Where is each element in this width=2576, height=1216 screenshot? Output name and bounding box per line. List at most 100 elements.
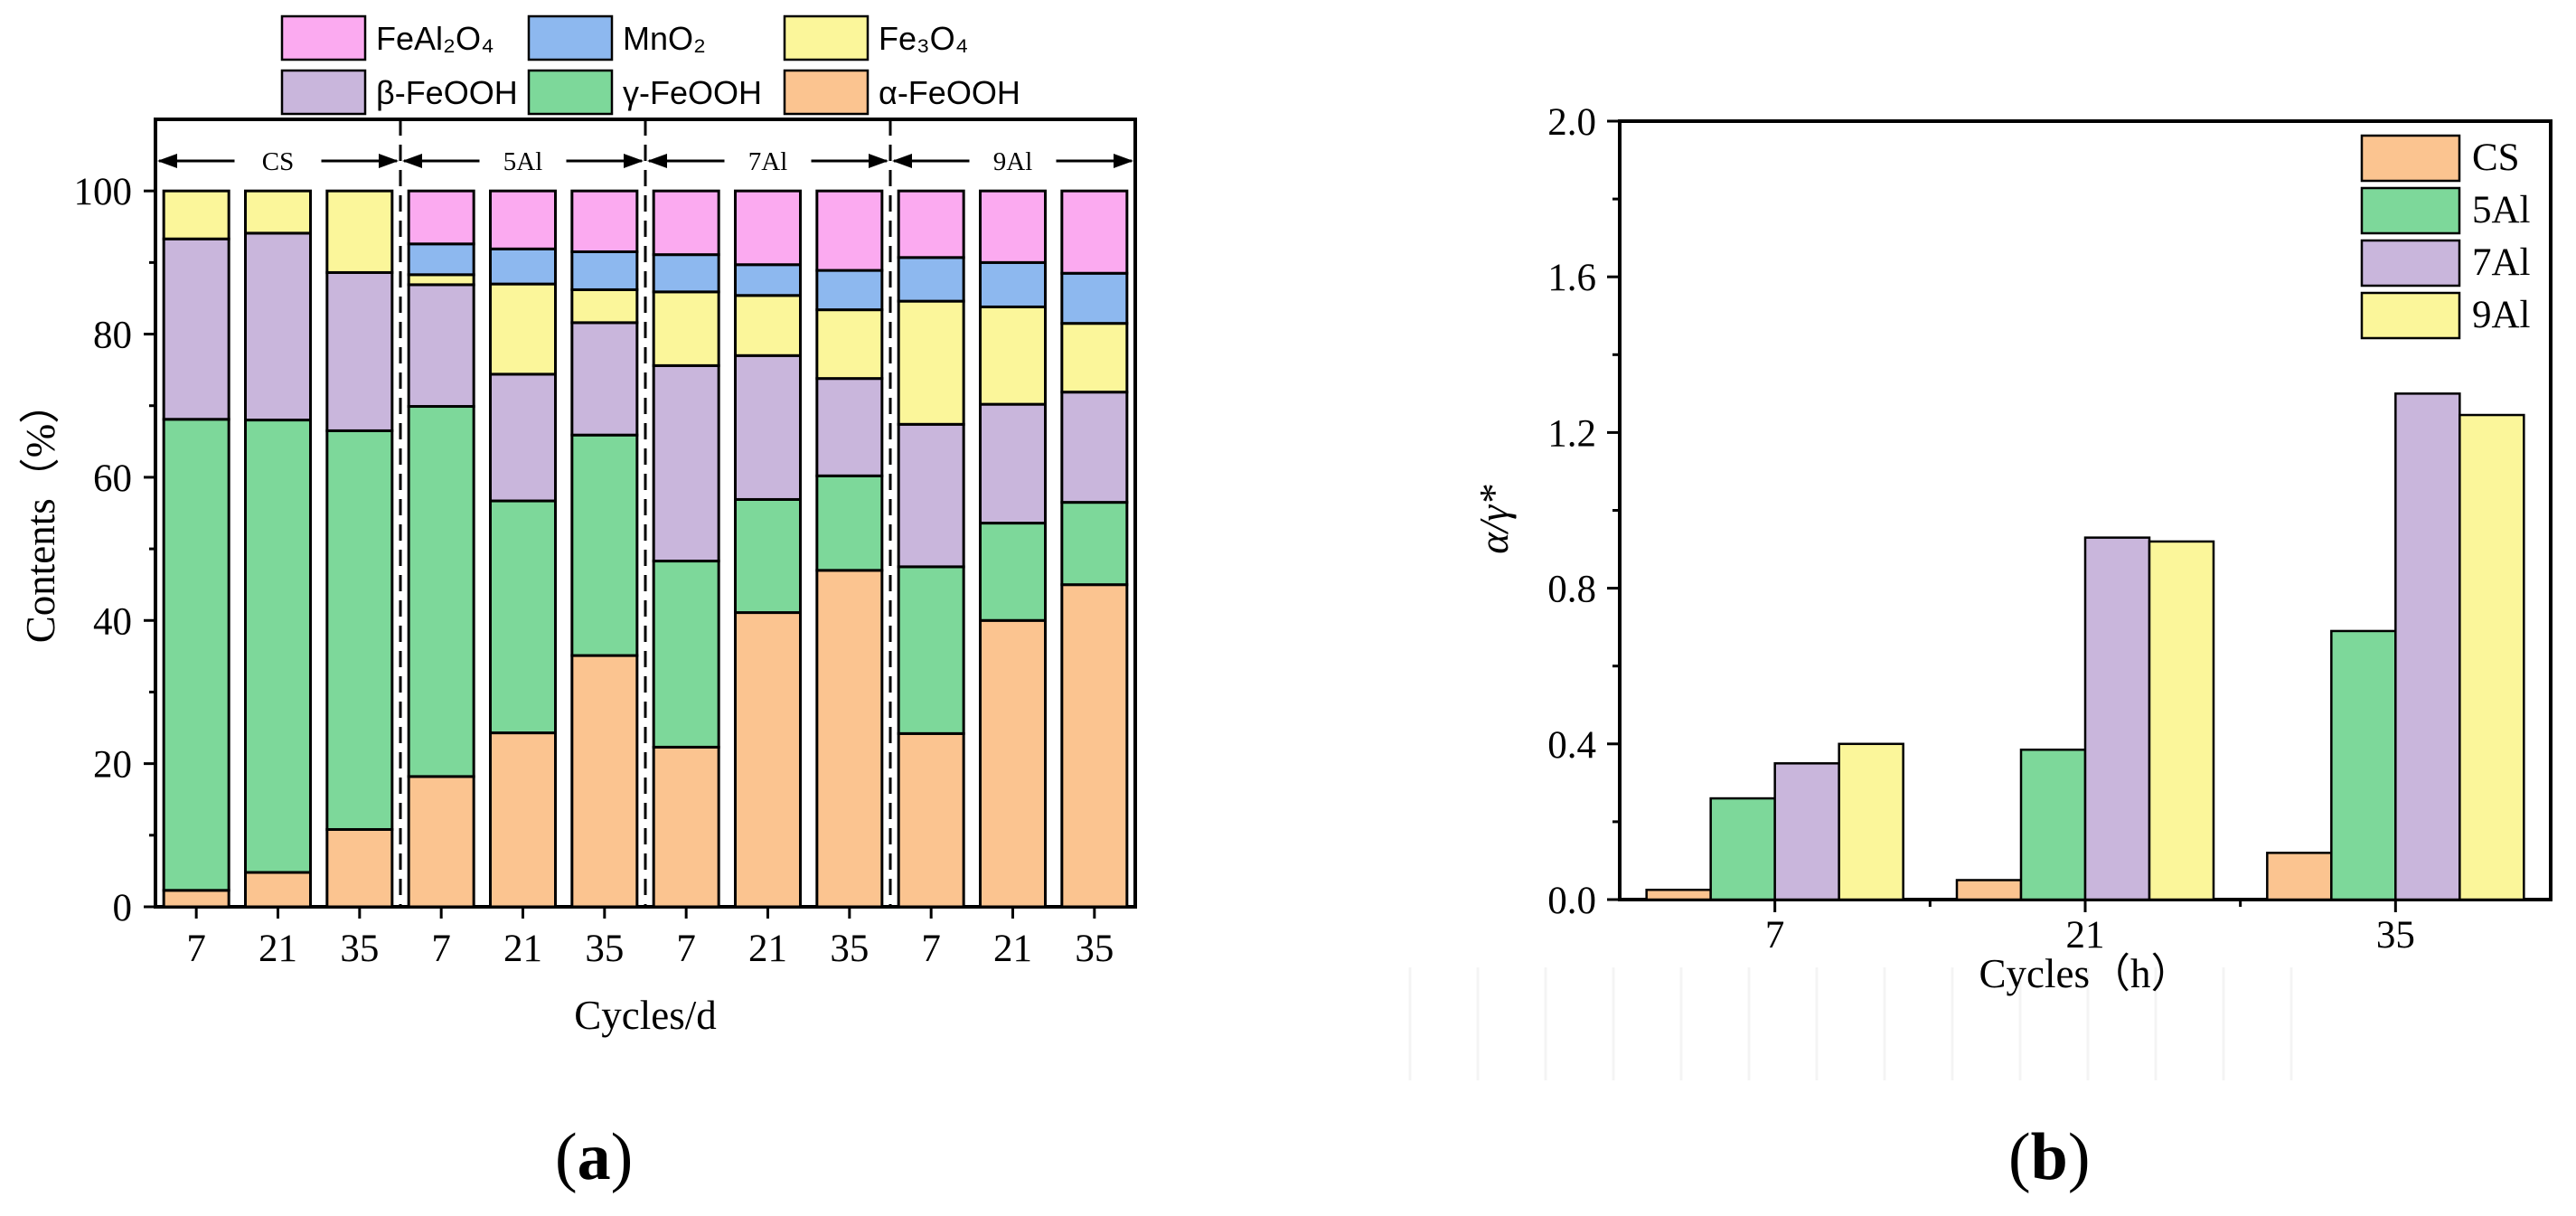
bar-segment-fe3o4	[897, 299, 965, 426]
bar-segment-alpha	[652, 745, 720, 909]
bar-segment-fe3o4	[489, 282, 557, 376]
x-axis-title-b: Cycles（h）	[1979, 951, 2192, 996]
bar-segment-feal2o4	[489, 189, 557, 250]
bar-segment-gamma	[652, 560, 720, 749]
bar-segment-beta	[570, 321, 639, 437]
bar-segment-beta	[897, 422, 965, 569]
bar-segment-fe3o4	[815, 308, 884, 381]
bar-segment-gamma	[734, 497, 802, 615]
bar-segment-beta	[407, 283, 475, 409]
y-tick-label-a: 0	[113, 887, 133, 929]
bar-segment-gamma	[815, 474, 884, 572]
legend-label-feal2o4: FeAl₂O₄	[376, 20, 494, 57]
y-tick-label-b: 1.2	[1547, 412, 1596, 455]
bar-al5	[2019, 749, 2087, 901]
group-arrow-head	[402, 154, 422, 168]
bar-segment-mno2	[1060, 271, 1129, 325]
bar-al7	[2083, 536, 2151, 901]
bar-segment-feal2o4	[734, 189, 802, 267]
legend-label-gamma: γ-FeOOH	[623, 74, 762, 111]
panel-b-label: (b)	[2008, 1120, 2091, 1194]
bar-al9	[2458, 413, 2525, 901]
bar-segment-mno2	[407, 242, 475, 277]
bar-segment-alpha	[244, 871, 312, 909]
bar-segment-feal2o4	[1060, 189, 1129, 275]
x-tick-label-a: 7	[676, 928, 696, 970]
bar-segment-alpha	[325, 827, 394, 909]
bar-segment-gamma	[407, 405, 475, 778]
x-tick-label-a: 21	[503, 928, 542, 970]
panel-a-label: (a)	[555, 1120, 634, 1194]
bar-segment-gamma	[244, 419, 312, 874]
bar-segment-gamma	[489, 499, 557, 735]
legend-label-al5: 5Al	[2472, 189, 2531, 231]
bar-segment-fe3o4	[244, 189, 312, 235]
x-tick-label-b: 21	[2066, 914, 2105, 957]
y-tick-label-b: 2.0	[1547, 101, 1596, 144]
bar-segment-mno2	[815, 269, 884, 312]
bar-segment-gamma	[979, 522, 1047, 622]
x-tick-label-a: 7	[431, 928, 451, 970]
bar-segment-beta	[244, 231, 312, 422]
group-arrow-head	[647, 154, 667, 168]
bar-segment-mno2	[489, 247, 557, 286]
y-tick-label-b: 0.4	[1547, 724, 1596, 767]
group-label: 9Al	[993, 147, 1033, 176]
chart-a-stacked-bars: 0 20 40 60 80 100 7 21 35 7 21 35 7 21 35 7 21 35 CS 5Al 7Al…	[18, 14, 1137, 1038]
bar-segment-mno2	[897, 256, 965, 303]
group-arrow-head	[869, 154, 888, 168]
bar-segment-beta	[1060, 391, 1129, 504]
bar-segment-fe3o4	[652, 290, 720, 367]
bar-segment-gamma	[570, 433, 639, 657]
bar-cs	[2266, 852, 2333, 901]
group-label: 7Al	[748, 147, 788, 176]
bar-al9	[2148, 540, 2215, 901]
bar-segment-beta	[162, 237, 230, 421]
bar-segment-mno2	[734, 263, 802, 297]
x-tick-label-a: 35	[585, 928, 624, 970]
bar-al7	[1773, 762, 1840, 901]
legend-swatch-beta	[280, 69, 367, 116]
bar-segment-feal2o4	[815, 189, 884, 272]
legend-swatch-al7	[2360, 239, 2461, 288]
x-tick-label-a: 7	[186, 928, 206, 970]
bar-segment-alpha	[489, 731, 557, 909]
bar-segment-fe3o4	[162, 189, 230, 240]
bar-segment-beta	[979, 402, 1047, 525]
legend-swatch-gamma	[527, 69, 614, 116]
group-label: 5Al	[503, 147, 543, 176]
bar-cs	[1645, 888, 1712, 901]
bar-segment-fe3o4	[734, 294, 802, 357]
chart-b-ratio-bars: 0.0 0.4 0.8 1.2 1.6 2.0 7 21 35 Cycles（h） α/γ* CS 5A…	[1408, 101, 2552, 1080]
legend-swatch-mno2	[527, 14, 614, 61]
x-axis-title-a: Cycles/d	[574, 993, 716, 1038]
group-arrow-head	[624, 154, 644, 168]
bar-segment-alpha	[815, 569, 884, 909]
y-tick-label-a: 60	[93, 457, 132, 500]
bar-cs	[1955, 879, 2023, 901]
bar-segment-gamma	[897, 565, 965, 735]
bar-segment-alpha	[162, 889, 230, 909]
bar-segment-alpha	[1060, 583, 1129, 909]
bar-segment-mno2	[570, 250, 639, 291]
bar-segment-fe3o4	[1060, 322, 1129, 394]
bar-al9	[1838, 742, 1904, 901]
bar-segment-feal2o4	[570, 189, 639, 253]
bar-segment-beta	[489, 372, 557, 503]
x-tick-label-a: 35	[1075, 928, 1114, 970]
bar-al5	[2330, 629, 2397, 901]
legend-swatch-fe3o4	[783, 14, 870, 61]
legend-label-alpha: α-FeOOH	[879, 74, 1020, 111]
bar-segment-beta	[815, 377, 884, 477]
bar-segment-feal2o4	[897, 189, 965, 259]
bar-al7	[2394, 392, 2461, 901]
bar-segment-alpha	[979, 618, 1047, 909]
legend-swatch-cs	[2360, 134, 2461, 183]
group-label: CS	[262, 147, 294, 176]
legend-swatch-al5	[2360, 186, 2461, 235]
bar-al5	[1709, 797, 1776, 901]
bar-segment-beta	[734, 353, 802, 501]
x-tick-label-b: 35	[2376, 914, 2415, 957]
bar-segment-fe3o4	[979, 305, 1047, 406]
